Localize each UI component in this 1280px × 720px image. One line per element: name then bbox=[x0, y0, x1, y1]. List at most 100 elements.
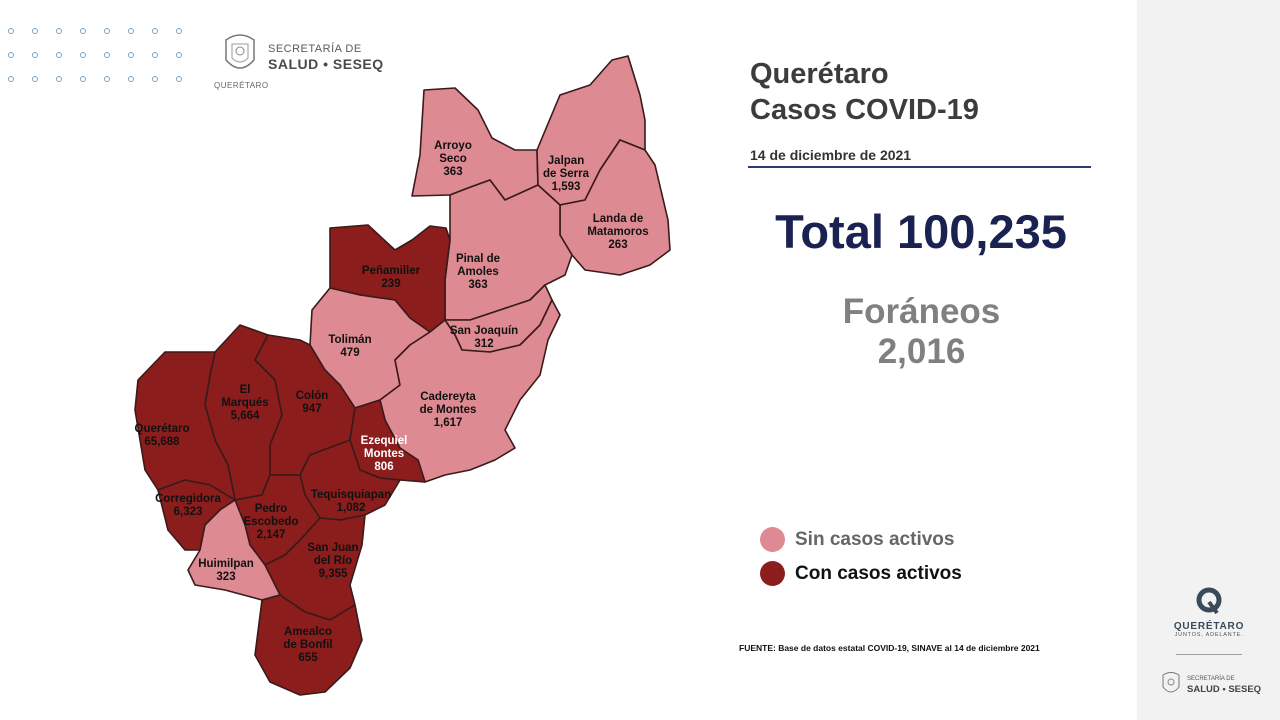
municipio-name: Tequisquiapan bbox=[311, 489, 391, 501]
municipio-name: Amoles bbox=[457, 266, 499, 278]
org-line-1: SECRETARÍA DE bbox=[268, 43, 362, 55]
queretaro-tagline: JUNTOS, ADELANTE. bbox=[1174, 632, 1244, 638]
municipio-name: Montes bbox=[364, 448, 404, 460]
municipio-cases: 1,082 bbox=[337, 502, 366, 514]
municipio-label: Tequisquiapan 1,082 bbox=[311, 489, 391, 514]
page-title: Querétaro Casos COVID-19 bbox=[750, 56, 979, 128]
decorative-dot-grid bbox=[0, 28, 190, 88]
legend-item-con: Con casos activos bbox=[760, 561, 962, 586]
decor-dot bbox=[56, 28, 62, 34]
decor-dot bbox=[128, 76, 134, 82]
municipio-name: Matamoros bbox=[587, 226, 648, 238]
decor-dot bbox=[56, 76, 62, 82]
municipio-name: de Montes bbox=[420, 404, 477, 416]
municipio-name: Arroyo bbox=[434, 140, 472, 152]
decor-dot bbox=[104, 52, 110, 58]
municipio-label: Amealco de Bonfil 655 bbox=[283, 626, 332, 664]
report-date: 14 de diciembre de 2021 bbox=[750, 147, 912, 163]
decor-dot bbox=[32, 76, 38, 82]
municipio-cases: 263 bbox=[608, 239, 627, 251]
region-arroyo-seco bbox=[411, 87, 539, 201]
side-divider bbox=[1176, 654, 1242, 655]
municipio-name: de Serra bbox=[543, 168, 590, 180]
municipio-name: Marqués bbox=[221, 397, 268, 409]
decor-dot bbox=[176, 28, 182, 34]
municipio-cases: 312 bbox=[474, 338, 493, 350]
municipio-cases: 239 bbox=[381, 278, 400, 290]
municipio-cases: 2,147 bbox=[257, 529, 286, 541]
region-pinal-de-amoles bbox=[444, 179, 573, 321]
municipio-cases: 947 bbox=[302, 403, 321, 415]
municipio-name: Escobedo bbox=[244, 516, 299, 528]
municipio-label: San Juan del Río 9,355 bbox=[307, 542, 358, 580]
municipio-cases: 1,617 bbox=[434, 417, 463, 429]
title-line-1: Querétaro bbox=[750, 58, 889, 90]
municipio-label: Cadereyta de Montes 1,617 bbox=[420, 391, 477, 429]
municipio-label: Colón 947 bbox=[296, 390, 329, 415]
decor-dot bbox=[152, 52, 158, 58]
municipio-cases: 323 bbox=[216, 571, 235, 583]
region-amealco-de-bonfil bbox=[254, 594, 363, 696]
seal-icon bbox=[225, 34, 255, 69]
municipio-name: Amealco bbox=[284, 626, 332, 638]
municipio-name: San Joaquín bbox=[450, 325, 518, 337]
foraneos-value: 2,016 bbox=[877, 332, 966, 371]
municipio-name: Pinal de bbox=[456, 253, 500, 265]
legend-swatch-con bbox=[760, 561, 785, 586]
municipio-name: Corregidora bbox=[155, 493, 221, 505]
foraneos-block: Foráneos 2,016 bbox=[780, 292, 1063, 372]
decor-dot bbox=[8, 52, 14, 58]
decor-dot bbox=[32, 28, 38, 34]
org-small: QUERÉTARO bbox=[214, 81, 269, 90]
decor-dot bbox=[56, 52, 62, 58]
municipio-label: Huimilpan 323 bbox=[198, 558, 254, 583]
decor-dot bbox=[176, 52, 182, 58]
municipio-label: Jalpan de Serra 1,593 bbox=[543, 155, 590, 193]
municipio-label: Ezequiel Montes 806 bbox=[361, 435, 408, 473]
municipio-name: Colón bbox=[296, 390, 329, 402]
region-huimilpan bbox=[187, 499, 281, 601]
foraneos-label: Foráneos bbox=[842, 292, 1001, 331]
municipio-name: Jalpan bbox=[548, 155, 584, 167]
municipio-label: Arroyo Seco 363 bbox=[434, 140, 472, 178]
side-org-line-1: SECRETARÍA DE bbox=[1187, 676, 1235, 682]
municipio-cases: 363 bbox=[468, 279, 487, 291]
municipio-name: Cadereyta bbox=[420, 391, 476, 403]
municipio-label: Pedro Escobedo 2,147 bbox=[244, 503, 299, 541]
legend-item-sin: Sin casos activos bbox=[760, 527, 954, 552]
municipio-name: de Bonfil bbox=[283, 639, 332, 651]
total-cases: Total 100,235 bbox=[775, 205, 1067, 258]
decor-dot bbox=[104, 28, 110, 34]
municipio-label: Querétaro 65,688 bbox=[135, 423, 190, 448]
municipio-cases: 6,323 bbox=[174, 506, 203, 518]
municipio-cases: 1,593 bbox=[552, 181, 581, 193]
side-org-line-2: SALUD • SESEQ bbox=[1187, 684, 1262, 695]
municipio-name: Seco bbox=[439, 153, 467, 165]
decor-dot bbox=[8, 76, 14, 82]
queretaro-word: QUERÉTARO bbox=[1173, 621, 1245, 632]
decor-dot bbox=[80, 52, 86, 58]
side-panel bbox=[1137, 0, 1280, 720]
municipio-cases: 5,664 bbox=[231, 410, 260, 422]
municipio-cases: 655 bbox=[298, 652, 318, 664]
municipio-name: Landa de bbox=[593, 213, 643, 225]
decor-dot bbox=[80, 76, 86, 82]
municipio-name: Peñamiller bbox=[362, 265, 421, 277]
municipio-cases: 9,355 bbox=[319, 568, 348, 580]
municipio-label: Corregidora 6,323 bbox=[155, 493, 221, 518]
seal-icon bbox=[1162, 672, 1180, 693]
decor-dot bbox=[80, 28, 86, 34]
municipio-cases: 363 bbox=[443, 166, 462, 178]
municipio-label: Tolimán 479 bbox=[328, 334, 371, 359]
queretaro-q-logo-icon bbox=[1196, 587, 1222, 615]
municipio-label: Landa de Matamoros 263 bbox=[587, 213, 648, 251]
municipio-cases: 479 bbox=[340, 347, 359, 359]
municipio-name: Querétaro bbox=[135, 423, 190, 435]
title-line-2: Casos COVID-19 bbox=[750, 94, 979, 126]
municipio-name: del Río bbox=[314, 555, 352, 567]
decor-dot bbox=[104, 76, 110, 82]
decor-dot bbox=[128, 28, 134, 34]
decor-dot bbox=[32, 52, 38, 58]
decor-dot bbox=[128, 52, 134, 58]
municipio-name: Ezequiel bbox=[361, 435, 408, 447]
